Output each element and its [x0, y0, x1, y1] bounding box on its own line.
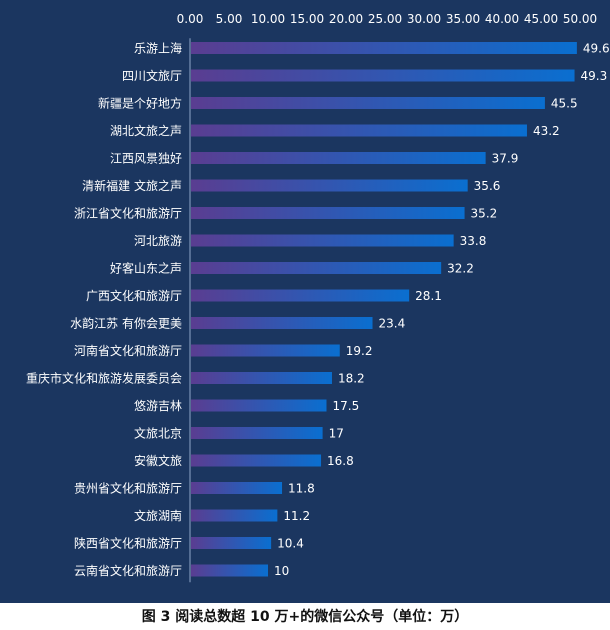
- bar: [191, 509, 278, 522]
- x-tick-label: 0.00: [177, 12, 204, 26]
- category-label: 清新福建 文旅之声: [82, 178, 182, 193]
- value-label: 23.4: [379, 317, 406, 331]
- x-tick-label: 30.00: [407, 12, 441, 26]
- category-label: 湖北文旅之声: [110, 123, 182, 138]
- value-label: 45.5: [551, 97, 578, 111]
- category-label: 浙江省文化和旅游厅: [74, 206, 182, 221]
- bar: [191, 537, 272, 549]
- value-label: 19.2: [346, 344, 373, 358]
- category-label: 好客山东之声: [110, 261, 182, 276]
- category-label: 四川文旅厅: [122, 68, 182, 83]
- x-tick-label: 20.00: [329, 12, 363, 26]
- category-label: 文旅湖南: [134, 508, 182, 523]
- category-label: 陕西省文化和旅游厅: [74, 536, 182, 551]
- value-label: 33.8: [460, 234, 487, 248]
- value-label: 32.2: [447, 262, 474, 276]
- figure-caption: 图 3 阅读总数超 10 万+的微信公众号（单位：万）: [141, 609, 469, 625]
- chart-panel: 0.00 5.00 10.00 15.00 20.00 25.00 30.00 35.00 40…: [0, 0, 610, 603]
- bar: [191, 372, 332, 384]
- bar-chart: 0.00 5.00 10.00 15.00 20.00 25.00 30.00 35.00 40…: [26, 12, 610, 583]
- x-tick-label: 40.00: [485, 12, 519, 26]
- category-label: 云南省文化和旅游厅: [74, 563, 182, 578]
- bar: [191, 454, 322, 467]
- bar: [191, 399, 327, 412]
- x-axis-ticks: 0.00 5.00 10.00 15.00 20.00 25.00 30.00 35.00 40…: [177, 12, 598, 26]
- category-label: 江西风景独好: [110, 152, 182, 166]
- x-tick-label: 5.00: [216, 12, 243, 26]
- bar: [191, 124, 527, 137]
- bar: [191, 262, 442, 274]
- value-label: 11.2: [283, 509, 310, 523]
- category-label: 乐游上海: [134, 41, 182, 56]
- x-tick-label: 10.00: [251, 12, 285, 26]
- bar: [191, 42, 577, 54]
- value-label: 49.6: [583, 42, 610, 56]
- bar: [191, 344, 340, 357]
- category-label: 河南省文化和旅游厅: [74, 343, 182, 358]
- bar: [191, 289, 410, 302]
- bar: [191, 482, 283, 494]
- x-tick-label: 25.00: [368, 12, 402, 26]
- value-label: 10.4: [277, 537, 304, 551]
- value-label: 18.2: [338, 372, 365, 386]
- bars: [191, 42, 577, 577]
- bar: [191, 317, 373, 329]
- category-label: 广西文化和旅游厅: [86, 288, 182, 303]
- x-tick-label: 15.00: [290, 12, 324, 26]
- value-label: 11.8: [288, 482, 315, 496]
- value-label: 49.3: [581, 69, 608, 83]
- bar: [191, 69, 575, 82]
- value-label: 17.5: [333, 399, 360, 413]
- bar: [191, 152, 486, 164]
- category-label: 文旅北京: [134, 426, 182, 441]
- x-tick-label: 50.00: [563, 12, 597, 26]
- category-label: 重庆市文化和旅游发展委员会: [26, 371, 182, 386]
- value-label: 17: [329, 427, 344, 441]
- category-label: 河北旅游: [134, 234, 182, 248]
- bar: [191, 564, 268, 577]
- bar: [191, 97, 545, 109]
- category-label: 贵州省文化和旅游厅: [74, 481, 182, 496]
- value-label: 10: [274, 564, 289, 578]
- value-label: 35.6: [474, 179, 501, 193]
- bar: [191, 234, 454, 247]
- value-label: 16.8: [327, 454, 354, 468]
- bar: [191, 207, 465, 219]
- category-label: 水韵江苏 有你会更美: [70, 316, 182, 331]
- category-label: 悠游吉林: [134, 398, 182, 413]
- category-label: 新疆是个好地方: [98, 96, 182, 111]
- value-label: 35.2: [471, 207, 498, 221]
- x-tick-label: 35.00: [446, 12, 480, 26]
- value-labels: 49.6 49.345.5 43.2 37.9 35.6 35.2 33.8 32.2 28.1…: [274, 42, 610, 579]
- value-label: 37.9: [492, 152, 519, 166]
- x-tick-label: 45.00: [524, 12, 558, 26]
- value-label: 43.2: [533, 124, 560, 138]
- bar: [191, 179, 468, 192]
- value-label: 28.1: [415, 289, 442, 303]
- category-label: 安徽文旅: [134, 453, 182, 468]
- bar: [191, 427, 323, 439]
